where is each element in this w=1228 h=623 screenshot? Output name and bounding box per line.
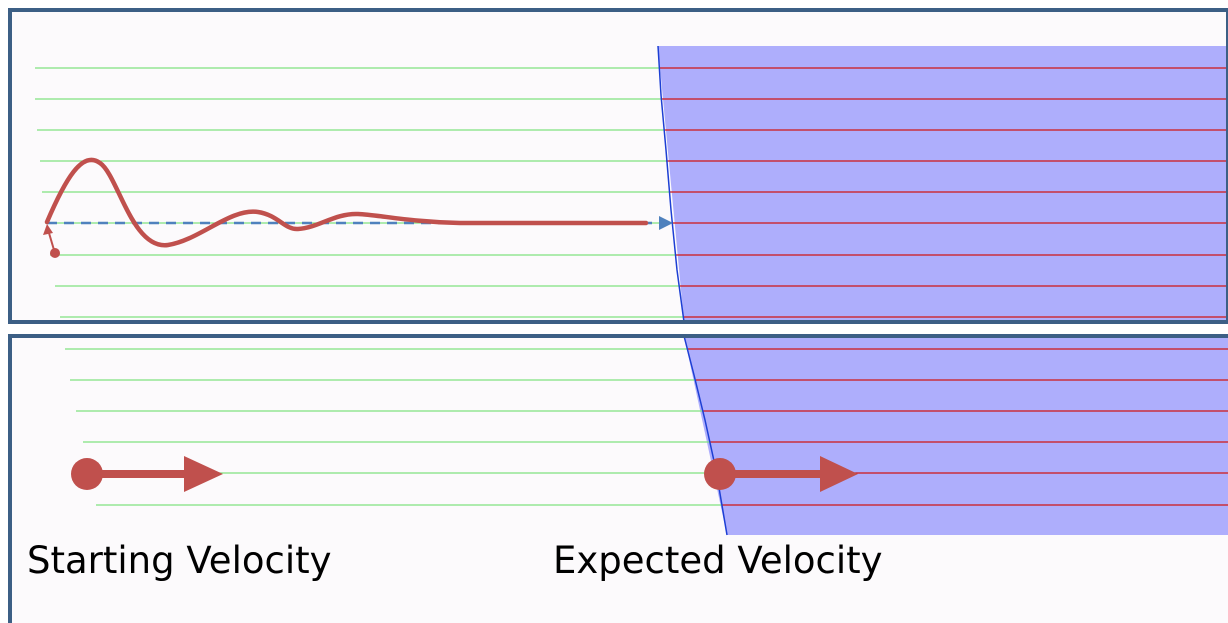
starting-velocity-point — [71, 458, 103, 490]
start-vector-arrowhead — [43, 224, 53, 235]
start-point — [50, 248, 60, 258]
oscillating-trajectory — [44, 157, 649, 248]
start-vector — [48, 232, 55, 251]
top-panel-border — [8, 8, 1228, 324]
bottom-panel-content — [65, 336, 1228, 536]
top-panel — [8, 8, 1228, 324]
top-panel-content — [35, 45, 1228, 322]
dashed-path-arrowhead — [659, 216, 673, 230]
expected-velocity-label: Expected Velocity — [553, 539, 883, 582]
bottom-panel-border — [8, 334, 1228, 623]
expected-velocity-arrowhead — [820, 456, 858, 492]
top-field-lines-inside — [659, 67, 1228, 318]
starting-velocity-label: Starting Velocity — [27, 539, 332, 582]
starting-velocity-arrowhead — [184, 456, 223, 492]
bottom-field-lines-inside — [688, 348, 1228, 506]
bottom-panel — [8, 334, 1228, 623]
expected-velocity-arrow — [704, 456, 858, 492]
top-medium-boundary — [657, 45, 685, 322]
expected-velocity-point — [704, 458, 736, 490]
starting-velocity-arrow — [71, 456, 223, 492]
bottom-medium-boundary — [683, 336, 728, 536]
top-medium-region — [658, 46, 1228, 322]
